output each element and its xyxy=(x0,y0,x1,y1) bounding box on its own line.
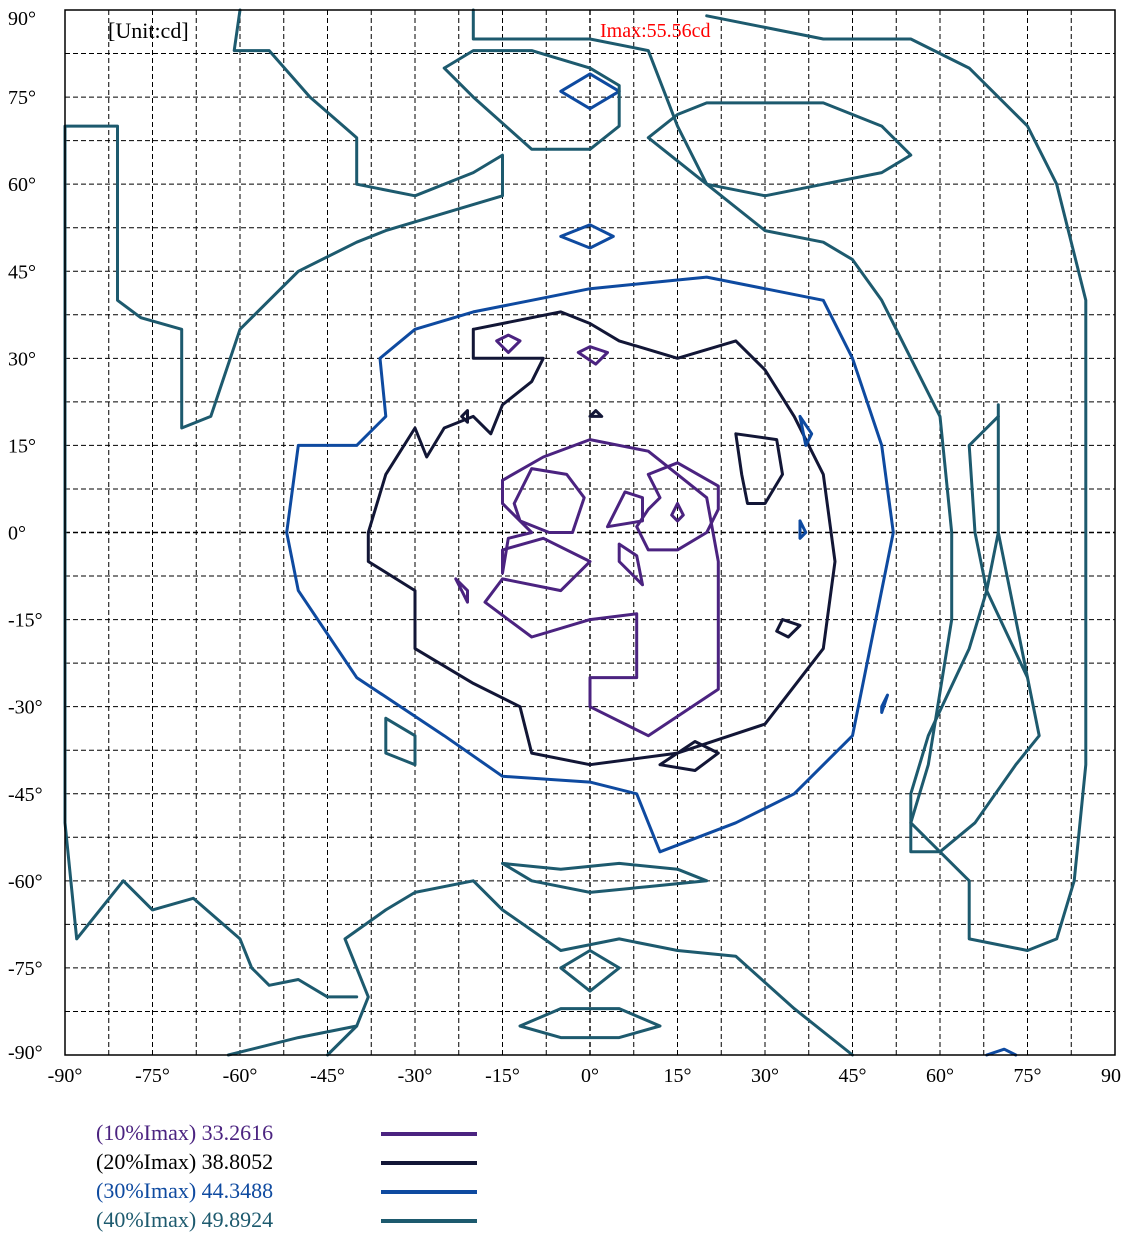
legend-label-10: (10%Imax) 33.2616 xyxy=(96,1120,274,1145)
x-tick-label: 15° xyxy=(664,1065,692,1087)
contour-line xyxy=(460,409,469,424)
contour-line xyxy=(512,467,586,534)
contour-line xyxy=(734,432,784,505)
contour-line xyxy=(658,740,720,772)
imax-label: Imax:55.56cd xyxy=(600,20,711,42)
grid xyxy=(65,10,1115,1055)
y-tick-label: -75° xyxy=(8,958,43,980)
y-tick-label: 75° xyxy=(8,87,36,109)
legend-swatch-40 xyxy=(381,1219,477,1223)
x-tick-label: 90° xyxy=(1101,1065,1121,1087)
y-tick-label: 45° xyxy=(8,261,36,283)
contour-line xyxy=(909,403,1041,854)
contour-line xyxy=(501,861,709,894)
contour-line xyxy=(635,461,720,552)
contour-line xyxy=(285,275,895,854)
y-tick-label: -30° xyxy=(8,697,43,719)
contour-level-10 xyxy=(454,333,720,738)
contour-line xyxy=(967,414,1029,680)
y-tick-label: 90° xyxy=(8,8,36,30)
contour-level-30 xyxy=(285,72,1018,1057)
legend-swatch-20 xyxy=(381,1161,477,1165)
x-tick-label: 0° xyxy=(581,1065,599,1087)
legend: (10%Imax) 33.2616 (20%Imax) 38.8052 (30%… xyxy=(96,1118,496,1234)
y-tick-label: 30° xyxy=(8,348,36,370)
contour-line xyxy=(226,1024,359,1057)
contour-line xyxy=(880,693,889,714)
x-tick-label: 60° xyxy=(926,1065,954,1087)
x-tick-label: -90° xyxy=(48,1065,83,1087)
contour-line xyxy=(646,101,913,198)
contour-line xyxy=(985,1047,1018,1057)
contour-line xyxy=(63,8,504,999)
contour-line xyxy=(606,490,644,529)
y-tick-label: -15° xyxy=(8,610,43,632)
contour-line xyxy=(495,333,522,354)
contour-line xyxy=(576,345,609,366)
y-tick-label: -90° xyxy=(8,1042,43,1064)
y-tick-label: 60° xyxy=(8,174,36,196)
contour-line xyxy=(798,519,808,540)
legend-label-20: (20%Imax) 38.8052 xyxy=(96,1149,274,1174)
y-tick-label: 0° xyxy=(8,523,26,545)
legend-entry-40: (40%Imax) 49.8924 xyxy=(96,1205,496,1234)
contour-line xyxy=(366,310,837,767)
y-tick-label: 15° xyxy=(8,435,36,457)
y-tick-label: -45° xyxy=(8,784,43,806)
legend-swatch-30 xyxy=(381,1190,477,1194)
x-tick-label: -30° xyxy=(398,1065,433,1087)
contour-line xyxy=(454,577,469,604)
x-tick-label: 45° xyxy=(839,1065,867,1087)
x-tick-label: -45° xyxy=(310,1065,345,1087)
x-tick-label: -60° xyxy=(223,1065,258,1087)
contour-line xyxy=(798,414,814,447)
contour-line xyxy=(442,49,621,151)
contour-line xyxy=(617,542,644,587)
legend-entry-30: (30%Imax) 44.3488 xyxy=(96,1176,496,1205)
contour-line xyxy=(518,1007,662,1040)
contour-line xyxy=(588,409,604,418)
contour-line xyxy=(559,949,621,993)
contour-line xyxy=(775,618,802,639)
y-tick-label: -60° xyxy=(8,871,43,893)
contour-level-20 xyxy=(366,310,837,772)
unit-label: [Unit:cd] xyxy=(108,18,189,43)
legend-swatch-10 xyxy=(381,1132,477,1136)
contour-lines xyxy=(63,8,1088,1057)
x-axis-tick-labels: -90° -75° -60° -45° -30° -15° 0° 15° 30° 45° 60° 75… xyxy=(48,1065,1121,1087)
x-tick-label: 75° xyxy=(1014,1065,1042,1087)
contour-line xyxy=(326,879,854,1057)
y-axis-tick-labels: -90° -75° -60° -45° -30° -15° 0° 15° 30° 45° 60° 75… xyxy=(8,8,43,1064)
contour-level-40 xyxy=(63,8,1088,1057)
contour-line xyxy=(384,716,417,767)
x-tick-label: -75° xyxy=(135,1065,170,1087)
plot-frame xyxy=(64,9,1116,1056)
legend-entry-20: (20%Imax) 38.8052 xyxy=(96,1147,496,1176)
x-tick-label: -15° xyxy=(485,1065,520,1087)
legend-label-30: (30%Imax) 44.3488 xyxy=(96,1178,274,1203)
contour-line xyxy=(559,223,615,250)
legend-entry-10: (10%Imax) 33.2616 xyxy=(96,1118,496,1147)
contour-line xyxy=(670,502,685,523)
contour-line xyxy=(483,438,720,738)
x-tick-label: 30° xyxy=(751,1065,779,1087)
legend-label-40: (40%Imax) 49.8924 xyxy=(96,1207,274,1232)
